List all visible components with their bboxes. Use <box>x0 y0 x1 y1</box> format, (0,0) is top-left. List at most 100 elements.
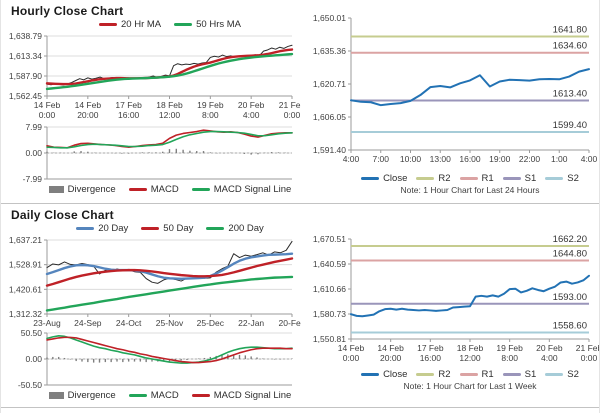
svg-text:13:00: 13:00 <box>430 154 452 164</box>
svg-text:16:00: 16:00 <box>420 353 442 363</box>
svg-text:1,650.01: 1,650.01 <box>313 13 346 23</box>
legend-item-r1: R1 <box>459 369 494 380</box>
daily-price-chart: 1,637.21 1,528.91 1,420.61 1,312.32 23-Aug 24… <box>1 235 306 329</box>
svg-text:1,420.61: 1,420.61 <box>9 284 42 294</box>
line-swatch-icon <box>128 394 147 397</box>
svg-text:4:00: 4:00 <box>581 154 598 164</box>
legend-item-macd-signal-line: MACD Signal Line <box>191 390 291 401</box>
legend-label: 50 Hrs MA <box>196 19 241 30</box>
svg-text:21 Feb: 21 Feb <box>279 100 301 110</box>
svg-text:4:00: 4:00 <box>541 353 558 363</box>
legend-item-r2: R2 <box>416 173 451 184</box>
svg-text:25-Dec: 25-Dec <box>197 318 225 328</box>
svg-text:1,528.91: 1,528.91 <box>9 260 42 270</box>
svg-text:4:00: 4:00 <box>343 154 360 164</box>
svg-text:1,606.05: 1,606.05 <box>313 112 346 122</box>
intraday-24h-panel: 1,650.01 1,635.36 1,620.71 1,606.05 1,591.40… <box>301 0 599 203</box>
intraday-1w-panel: 1,670.51 1,640.59 1,610.66 1,580.73 1,550.81… <box>301 204 600 407</box>
hourly-chart-title: Hourly Close Chart <box>11 4 124 18</box>
legend-item-divergence: Divergence <box>48 184 116 195</box>
svg-text:18 Feb: 18 Feb <box>156 100 183 110</box>
svg-text:1,591.40: 1,591.40 <box>313 145 346 155</box>
legend-label: 20 Hr MA <box>121 19 162 30</box>
svg-text:50.50: 50.50 <box>21 329 43 338</box>
legend-item-s2: S2 <box>545 173 579 184</box>
svg-text:14 Feb: 14 Feb <box>75 100 102 110</box>
svg-text:1:00: 1:00 <box>551 154 568 164</box>
daily-macd-chart: 50.50 0.00 -50.50 <box>1 328 301 390</box>
svg-text:8:00: 8:00 <box>202 110 219 120</box>
line-swatch-icon <box>502 177 521 180</box>
svg-text:24-Sep: 24-Sep <box>74 318 102 328</box>
svg-text:-50.50: -50.50 <box>18 380 42 389</box>
svg-text:1,620.71: 1,620.71 <box>313 79 346 89</box>
hourly-macd-legend: Divergence MACD MACD Signal Line <box>1 183 301 196</box>
legend-label: Divergence <box>67 184 116 195</box>
legend-label: Close <box>383 173 408 184</box>
svg-text:1644.80: 1644.80 <box>553 248 587 259</box>
daily-close-panel: Daily Close Chart 20 Day 50 Day 200 Day 1,… <box>1 204 306 407</box>
svg-text:1,613.34: 1,613.34 <box>9 51 42 61</box>
legend-item-20-day: 20 Day <box>76 223 128 234</box>
svg-text:1,587.90: 1,587.90 <box>9 71 42 81</box>
svg-text:4:00: 4:00 <box>243 110 260 120</box>
legend-item-macd: MACD <box>128 390 179 401</box>
hourly-price-legend: 20 Hr MA 50 Hrs MA <box>1 18 301 31</box>
legend-item-200-day: 200 Day <box>206 223 264 234</box>
svg-text:8:00: 8:00 <box>501 353 518 363</box>
svg-text:1641.80: 1641.80 <box>553 24 587 35</box>
svg-text:1,635.36: 1,635.36 <box>313 46 346 56</box>
svg-text:19:00: 19:00 <box>489 154 511 164</box>
legend-label: Divergence <box>67 390 116 401</box>
svg-text:21 Feb: 21 Feb <box>576 343 600 353</box>
svg-text:10:00: 10:00 <box>400 154 422 164</box>
line-swatch-icon <box>76 227 95 230</box>
line-swatch-icon <box>361 373 380 376</box>
legend-item-r1: R1 <box>459 173 494 184</box>
line-swatch-icon <box>141 227 160 230</box>
svg-text:7:00: 7:00 <box>372 154 389 164</box>
line-swatch-icon <box>361 177 380 180</box>
svg-text:0:00: 0:00 <box>284 110 301 120</box>
daily-chart-title: Daily Close Chart <box>11 208 114 222</box>
svg-text:0:00: 0:00 <box>39 110 56 120</box>
svg-text:16:00: 16:00 <box>118 110 140 120</box>
svg-text:17 Feb: 17 Feb <box>115 100 142 110</box>
svg-text:1,638.79: 1,638.79 <box>9 31 42 41</box>
daily-price-legend: 20 Day 50 Day 200 Day <box>1 222 301 235</box>
legend-item-r2: R2 <box>416 369 451 380</box>
svg-text:24-Oct: 24-Oct <box>116 318 142 328</box>
legend-label: R2 <box>438 173 451 184</box>
svg-text:14 Feb: 14 Feb <box>338 343 365 353</box>
legend-label: 20 Day <box>98 223 129 234</box>
intraday-24h-legend: Close R2 R1 S1 S2 <box>301 172 599 185</box>
svg-text:19 Feb: 19 Feb <box>496 343 523 353</box>
svg-text:1,312.32: 1,312.32 <box>9 309 42 319</box>
svg-text:23-Aug: 23-Aug <box>33 318 61 328</box>
line-swatch-icon <box>545 177 564 180</box>
legend-label: MACD Signal Line <box>213 184 292 195</box>
svg-text:1613.40: 1613.40 <box>553 88 587 99</box>
legend-item-s1: S1 <box>502 369 536 380</box>
svg-text:1634.60: 1634.60 <box>553 41 587 52</box>
legend-item-20-hr-ma: 20 Hr MA <box>99 19 161 30</box>
line-swatch-icon <box>459 177 478 180</box>
svg-text:14 Feb: 14 Feb <box>34 100 61 110</box>
svg-text:20 Feb: 20 Feb <box>536 343 563 353</box>
svg-text:1593.00: 1593.00 <box>553 292 587 303</box>
legend-item-macd: MACD <box>128 184 179 195</box>
bar-swatch-icon <box>48 186 64 193</box>
svg-text:0.00: 0.00 <box>25 354 42 364</box>
svg-text:20:00: 20:00 <box>380 353 402 363</box>
svg-text:12:00: 12:00 <box>159 110 181 120</box>
legend-label: 200 Day <box>228 223 264 234</box>
legend-label: S1 <box>524 173 537 184</box>
svg-text:1,562.45: 1,562.45 <box>9 91 42 101</box>
svg-text:1,670.51: 1,670.51 <box>313 234 346 244</box>
svg-text:1,640.59: 1,640.59 <box>313 259 346 269</box>
svg-text:1,637.21: 1,637.21 <box>9 235 42 245</box>
legend-label: 50 Day <box>163 223 194 234</box>
svg-text:20:00: 20:00 <box>77 110 99 120</box>
svg-text:1,580.73: 1,580.73 <box>313 309 346 319</box>
